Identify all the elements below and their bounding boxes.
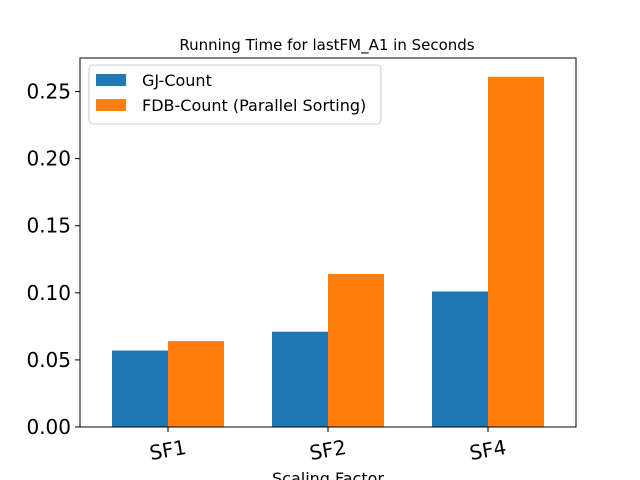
legend: GJ-Count FDB-Count (Parallel Sorting)	[88, 64, 382, 125]
bar-fdb-count-parallel-sorting-sf4	[488, 76, 544, 427]
bar-gj-count-sf1	[112, 350, 168, 427]
y-tick-label: 0.25	[26, 80, 71, 104]
y-tick-label: 0.10	[26, 281, 71, 305]
y-tick-label: 0.05	[26, 348, 71, 372]
bar-fdb-count-parallel-sorting-sf2	[328, 274, 384, 427]
legend-swatch	[96, 99, 126, 111]
legend-swatch	[96, 74, 126, 86]
y-tick-label: 0.20	[26, 147, 71, 171]
legend-label: GJ-Count	[142, 71, 212, 90]
chart-title: Running Time for lastFM_A1 in Seconds	[179, 36, 474, 55]
bars-layer	[112, 76, 544, 427]
x-axis-label: Scaling Factor	[272, 469, 384, 480]
y-tick-label: 0.15	[26, 214, 71, 238]
y-axis: 0.00 0.05 0.10 0.15 0.20 0.25	[26, 80, 80, 439]
y-tick-label: 0.00	[26, 415, 71, 439]
bar-fdb-count-parallel-sorting-sf1	[168, 341, 224, 427]
bar-gj-count-sf4	[432, 291, 488, 427]
legend-box	[88, 64, 382, 125]
legend-label: FDB-Count (Parallel Sorting)	[142, 96, 366, 115]
bar-gj-count-sf2	[272, 331, 328, 427]
